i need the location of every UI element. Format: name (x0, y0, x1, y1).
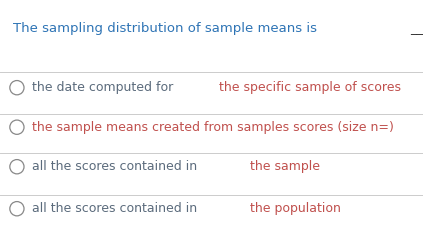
Text: the population: the population (250, 202, 341, 215)
Text: ____: ____ (410, 22, 423, 35)
Text: all the scores contained in: all the scores contained in (32, 202, 201, 215)
Text: the date computed for: the date computed for (32, 81, 177, 94)
Text: The sampling distribution of sample means is: The sampling distribution of sample mean… (13, 22, 321, 35)
Text: the sample: the sample (250, 160, 320, 173)
Text: the specific sample of scores: the specific sample of scores (219, 81, 401, 94)
Text: the sample means created from samples scores (size n=): the sample means created from samples sc… (32, 121, 393, 134)
Text: all the scores contained in: all the scores contained in (32, 160, 201, 173)
